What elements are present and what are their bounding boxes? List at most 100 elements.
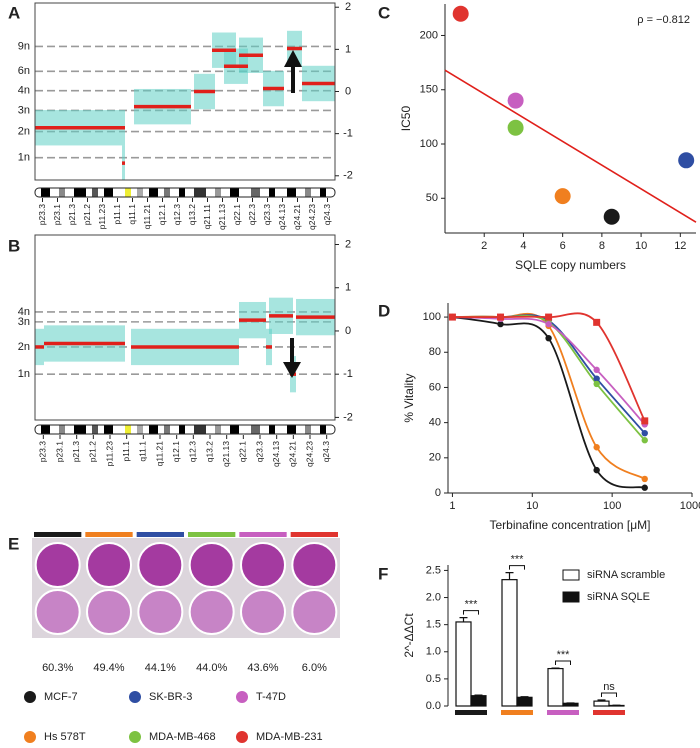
error-bar bbox=[505, 571, 514, 580]
ideogram-band bbox=[149, 425, 158, 434]
category-color-bar bbox=[455, 710, 487, 715]
y2-tick-label: 0 bbox=[345, 325, 351, 337]
x-axis-title: SQLE copy numbers bbox=[515, 258, 626, 272]
band-label: q13.2 bbox=[204, 441, 214, 463]
legend-marker bbox=[129, 691, 141, 703]
well bbox=[240, 589, 286, 635]
band-label: q11.21 bbox=[142, 204, 152, 230]
fit-curve bbox=[452, 316, 646, 489]
y-tick-label: 0.5 bbox=[426, 673, 441, 685]
significance-bracket bbox=[555, 660, 571, 666]
fit-curve bbox=[452, 316, 646, 425]
ideogram-band bbox=[41, 425, 50, 434]
color-key-bar bbox=[85, 532, 133, 537]
ideogram-band bbox=[287, 425, 296, 434]
band-label: q22.1 bbox=[232, 204, 242, 226]
error-bar bbox=[597, 699, 606, 702]
ideogram-band bbox=[305, 425, 311, 434]
x-tick-label: 8 bbox=[599, 240, 605, 252]
legend-marker bbox=[236, 691, 248, 703]
bar bbox=[547, 667, 564, 707]
ideogram-band bbox=[230, 188, 239, 197]
point bbox=[593, 466, 600, 474]
band-label: p21.2 bbox=[82, 204, 92, 226]
y2-tick-label: -1 bbox=[343, 368, 353, 380]
band-label: q11.1 bbox=[127, 204, 137, 225]
panel-letter: E bbox=[8, 534, 19, 553]
x-tick-label: 2 bbox=[481, 240, 487, 252]
y-tick-label: 1.0 bbox=[426, 646, 441, 658]
fit-line bbox=[444, 69, 697, 223]
y-tick-label: 9n bbox=[18, 40, 30, 52]
color-key-bar bbox=[136, 532, 184, 537]
band-label: q24.21 bbox=[288, 441, 298, 467]
category-color-bar bbox=[501, 710, 533, 715]
y-tick-label: 1n bbox=[18, 368, 30, 380]
point bbox=[497, 320, 504, 328]
ideogram-band bbox=[92, 425, 98, 434]
band-label: q13.2 bbox=[187, 204, 197, 226]
y-tick-label: 1.5 bbox=[426, 619, 441, 631]
ideogram-band bbox=[137, 188, 143, 197]
value-label: 43.6% bbox=[247, 662, 278, 674]
legend-label: SK-BR-3 bbox=[149, 691, 192, 703]
y2-tick-label: 1 bbox=[345, 43, 351, 55]
band-label: q24.23 bbox=[307, 204, 317, 230]
legend-label: MDA-MB-231 bbox=[256, 731, 323, 743]
legend-marker bbox=[24, 691, 36, 703]
y-tick-label: 2.0 bbox=[426, 591, 441, 603]
band-label: q21.11 bbox=[202, 204, 212, 230]
panel-letter: B bbox=[8, 236, 20, 255]
category-color-bar bbox=[593, 710, 625, 715]
band-label: q24.3 bbox=[322, 204, 332, 226]
y2-tick-label: 1 bbox=[345, 282, 351, 294]
y-tick-label: 20 bbox=[429, 452, 441, 464]
y2-tick-label: -2 bbox=[343, 170, 353, 182]
point bbox=[593, 380, 600, 388]
error-bar bbox=[551, 667, 560, 669]
ideogram-band bbox=[320, 425, 326, 434]
band-label: q12.3 bbox=[172, 204, 182, 226]
bar bbox=[516, 696, 533, 707]
ideogram-band bbox=[125, 425, 131, 434]
band-label: p23.3 bbox=[38, 441, 48, 463]
value-label: 6.0% bbox=[302, 662, 327, 674]
y-tick-label: 60 bbox=[429, 381, 441, 393]
band-label: p23.3 bbox=[37, 204, 47, 226]
well bbox=[137, 589, 184, 635]
y-tick-label: 6n bbox=[18, 65, 30, 77]
band-label: q24.21 bbox=[292, 204, 302, 230]
point bbox=[641, 417, 649, 425]
ideogram-band bbox=[269, 425, 275, 434]
y-tick-label: 50 bbox=[426, 192, 438, 204]
band-label: q21.13 bbox=[221, 441, 231, 467]
arrow-head bbox=[283, 362, 301, 378]
point bbox=[641, 437, 648, 444]
band-label: q12.1 bbox=[157, 204, 167, 226]
point bbox=[603, 208, 620, 225]
band-label: q12.1 bbox=[171, 441, 181, 463]
legend-label: siRNA scramble bbox=[587, 569, 665, 581]
ideogram-band bbox=[194, 188, 206, 197]
x-tick-label: 10 bbox=[635, 240, 647, 252]
band-label: q24.23 bbox=[304, 441, 314, 467]
point bbox=[593, 366, 600, 374]
ideogram-band bbox=[194, 425, 206, 434]
point bbox=[593, 318, 601, 326]
y-axis-title: IC50 bbox=[399, 106, 413, 132]
point bbox=[641, 429, 648, 437]
well bbox=[291, 542, 338, 588]
panel-letter: A bbox=[8, 3, 20, 22]
ideogram-band bbox=[149, 188, 158, 197]
y-tick-label: 4n bbox=[18, 85, 30, 97]
well bbox=[240, 542, 286, 588]
legend-marker bbox=[129, 731, 141, 743]
ideogram-band bbox=[104, 188, 113, 197]
ideogram-band bbox=[179, 425, 185, 434]
bar bbox=[455, 621, 472, 707]
y-tick-label: 2n bbox=[18, 125, 30, 137]
ideogram-band bbox=[215, 425, 221, 434]
point bbox=[641, 475, 648, 483]
fit-curve bbox=[452, 314, 646, 434]
